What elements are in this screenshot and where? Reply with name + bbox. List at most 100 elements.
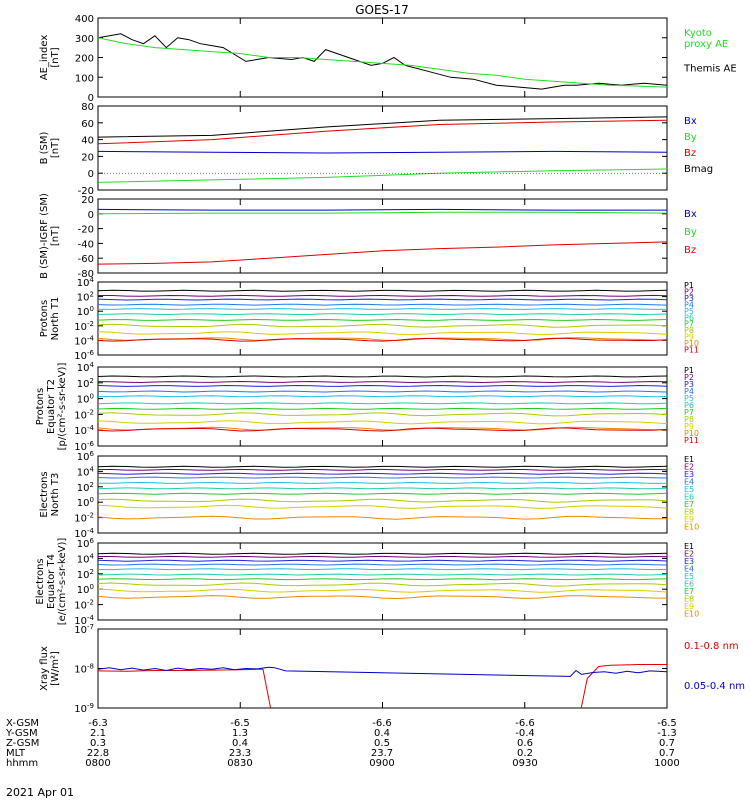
orbit-value: 0930 <box>512 758 537 769</box>
series-bz <box>98 241 667 265</box>
legend-entry-line: E5 <box>684 485 694 494</box>
y-tick-label: 10-2 <box>74 320 94 333</box>
y-axis-label-line: AE_index <box>39 35 50 81</box>
orbit-value: 23.7 <box>371 748 393 759</box>
y-tick-label: -20 <box>78 225 94 236</box>
legend-entry-line: E2 <box>684 463 694 472</box>
y-tick-label: -40 <box>78 239 94 250</box>
legend-entry-line: Bmag <box>684 164 713 175</box>
y-tick-label: -60 <box>78 254 94 265</box>
flux-channel-5 <box>98 481 667 484</box>
y-tick-label: 106 <box>77 450 95 463</box>
flux-channel-11 <box>98 427 667 432</box>
legend-entry: P5 <box>684 307 694 316</box>
flux-channel-4 <box>98 303 667 306</box>
y-tick-exp: 4 <box>90 361 95 369</box>
legend-entry: E9 <box>684 515 694 524</box>
legend-entry: E7 <box>684 587 694 596</box>
y-tick-label: 10-2 <box>74 512 94 525</box>
flux-channel-7 <box>98 578 667 581</box>
legend-entry-line: E7 <box>684 587 694 596</box>
y-tick-label: 102 <box>77 377 94 390</box>
flux-channel-1 <box>98 552 667 555</box>
orbit-value: 22.8 <box>87 748 109 759</box>
orbit-value: 0.7 <box>659 738 675 749</box>
legend-entry-line: 0.05-0.4 nm <box>684 681 745 692</box>
legend-entry: P10 <box>684 339 699 348</box>
y-tick-label: 102 <box>77 481 94 494</box>
legend-entry-line: E3 <box>684 557 694 566</box>
y-tick-label: 60 <box>81 119 94 130</box>
y-tick-label: 104 <box>77 465 95 478</box>
flux-channel-7 <box>98 318 667 321</box>
y-axis-label-line: [W/m²] <box>50 651 61 686</box>
legend-entry-line: P3 <box>684 380 694 389</box>
legend-entry-line: P6 <box>684 313 694 322</box>
series-bz <box>98 119 667 145</box>
legend-entry: E3 <box>684 557 694 566</box>
legend-entry-line: P5 <box>684 307 694 316</box>
orbit-label: hhmm <box>6 758 38 769</box>
y-axis-label-line: [p/(cm²-s-sr-keV)] <box>57 363 68 451</box>
y-tick-label: 0 <box>88 169 94 180</box>
y-tick-label: 400 <box>75 14 94 25</box>
legend-entry-line: P7 <box>684 408 694 417</box>
flux-channel-4 <box>98 563 667 566</box>
legend-entry-line: P3 <box>684 294 694 303</box>
legend-entry: P3 <box>684 294 694 303</box>
panel-frame <box>97 366 668 447</box>
flux-channel-6 <box>98 487 667 490</box>
y-axis-label-line: [nT] <box>50 226 61 246</box>
legend-entry: P1 <box>684 366 694 375</box>
legend-entry: E6 <box>684 580 694 589</box>
y-tick-exp: -9 <box>87 702 94 710</box>
orbit-value: 1.3 <box>232 728 248 739</box>
panel-plot-area <box>98 664 667 708</box>
y-axis-label: Xray flux[W/m²] <box>39 646 61 691</box>
flux-channel-2 <box>98 468 667 471</box>
panel-plot-area <box>98 289 667 342</box>
flux-channel-7 <box>98 492 667 495</box>
flux-channel-8 <box>98 323 667 328</box>
orbit-value: 0.3 <box>90 738 106 749</box>
legend-entry-line: E7 <box>684 500 694 509</box>
legend-entry-line: P2 <box>684 373 694 382</box>
legend-entry: Themis AE <box>683 63 737 74</box>
y-tick-label: -80 <box>78 269 94 280</box>
legend-entry: P6 <box>684 401 694 410</box>
y-tick-label: 100 <box>77 305 94 318</box>
orbit-value: -6.6 <box>372 718 392 729</box>
y-axis-label: B (SM)-IGRF (SM)[nT] <box>39 193 61 279</box>
orbit-value: 0.6 <box>517 738 533 749</box>
legend-entry-line: E4 <box>684 565 694 574</box>
y-tick-label: 300 <box>75 34 94 45</box>
legend-entry-line: By <box>684 227 697 238</box>
orbit-value: -6.3 <box>88 718 108 729</box>
legend-entry-line: P6 <box>684 401 694 410</box>
legend-entry-line: E10 <box>684 523 699 532</box>
y-axis-label-line: Equator T4 <box>46 554 57 609</box>
legend-entry: E6 <box>684 493 694 502</box>
series-bmag <box>98 116 667 138</box>
orbit-value: 0.4 <box>374 728 390 739</box>
legend-entry-line: E3 <box>684 470 694 479</box>
flux-channel-1 <box>98 375 667 378</box>
legend-entry-line: E1 <box>684 542 694 551</box>
legend-entry-line: By <box>684 132 697 143</box>
orbit-value: 0.7 <box>659 748 675 759</box>
orbit-label: MLT <box>6 748 26 759</box>
legend-entry: P7 <box>684 408 694 417</box>
y-tick-exp: 0 <box>90 583 94 591</box>
y-axis-label-line: North T3 <box>50 473 61 517</box>
legend-entry-line: proxy AE <box>684 39 728 50</box>
legend-entry: E10 <box>684 523 699 532</box>
y-tick-label: 80 <box>81 102 94 113</box>
orbit-value: 0900 <box>369 758 394 769</box>
y-axis-label: ElectronsNorth T3 <box>39 471 61 517</box>
legend-entry: E1 <box>684 542 694 551</box>
y-tick-exp: 2 <box>90 377 94 385</box>
y-tick-exp: -2 <box>87 408 94 416</box>
